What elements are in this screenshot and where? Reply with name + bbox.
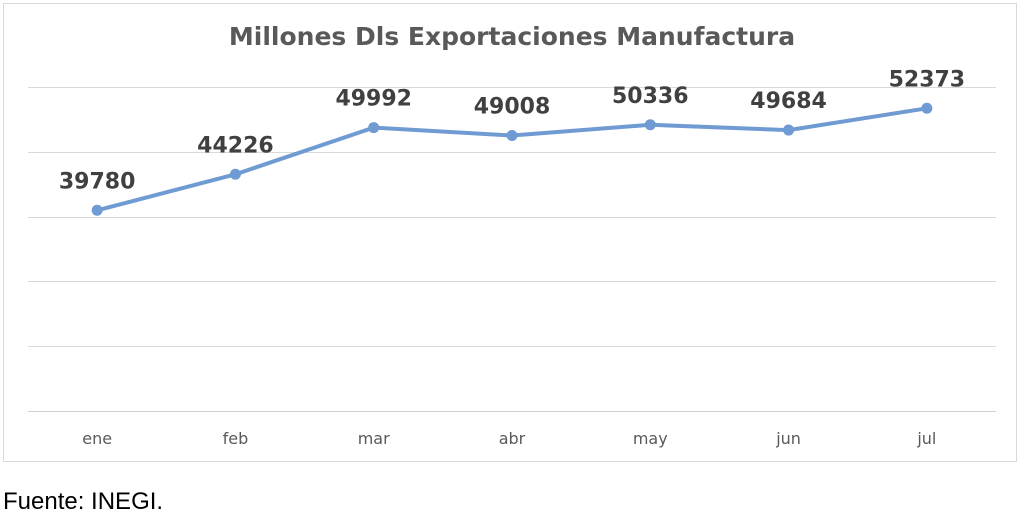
- data-point: [368, 122, 380, 134]
- data-label: 52373: [889, 67, 966, 92]
- x-tick-label: jun: [775, 429, 801, 448]
- data-point: [644, 119, 656, 131]
- x-tick-label: feb: [223, 429, 249, 448]
- data-label: 44226: [197, 133, 274, 158]
- chart-title: Millones Dls Exportaciones Manufactura: [228, 22, 796, 51]
- chart-frame: [3, 3, 1017, 462]
- data-point: [506, 130, 518, 142]
- line-chart: ene feb mar abr may jun jul 39780 44226 49992 4900…: [28, 67, 996, 448]
- data-point: [229, 168, 241, 180]
- data-label: 50336: [612, 84, 689, 109]
- x-tick-label: jul: [916, 429, 936, 448]
- data-point: [91, 204, 103, 216]
- source-note: Fuente: INEGI.: [3, 488, 164, 515]
- data-label: 39780: [59, 169, 136, 194]
- data-label: 49684: [750, 89, 827, 114]
- data-point: [783, 124, 795, 136]
- data-label: 49992: [335, 87, 412, 112]
- x-tick-label: may: [633, 429, 668, 448]
- data-point: [921, 102, 933, 114]
- x-tick-label: abr: [499, 429, 526, 448]
- data-label: 49008: [474, 95, 551, 120]
- x-tick-label: ene: [82, 429, 112, 448]
- x-tick-label: mar: [358, 429, 390, 448]
- series-line: [95, 106, 929, 213]
